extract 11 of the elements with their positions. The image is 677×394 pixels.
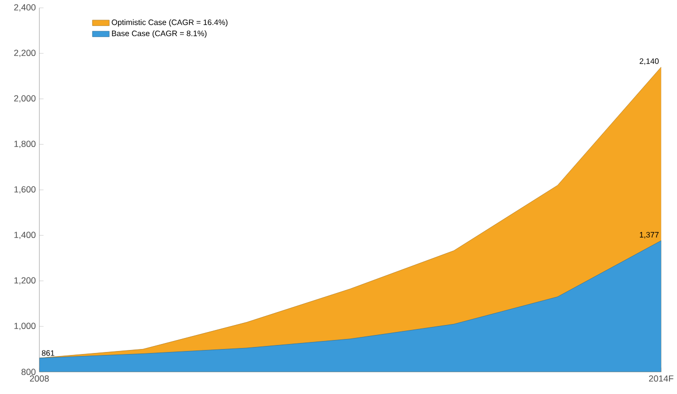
y-tick-label: 1,400 — [14, 232, 36, 240]
y-tick-label: 1,800 — [14, 140, 36, 148]
y-tick-label: 800 — [22, 368, 36, 376]
y-tick-label: 1,600 — [14, 186, 36, 194]
y-tick-label: 2,200 — [14, 50, 36, 58]
y-tick-label: 1,200 — [14, 277, 36, 285]
x-tick-label: 2014F — [649, 376, 674, 382]
x-tick-label: 2008 — [30, 376, 49, 382]
y-tick-label: 1,000 — [14, 322, 36, 330]
y-tick-label: 2,400 — [14, 4, 36, 12]
y-tick-label: 2,000 — [14, 95, 36, 103]
